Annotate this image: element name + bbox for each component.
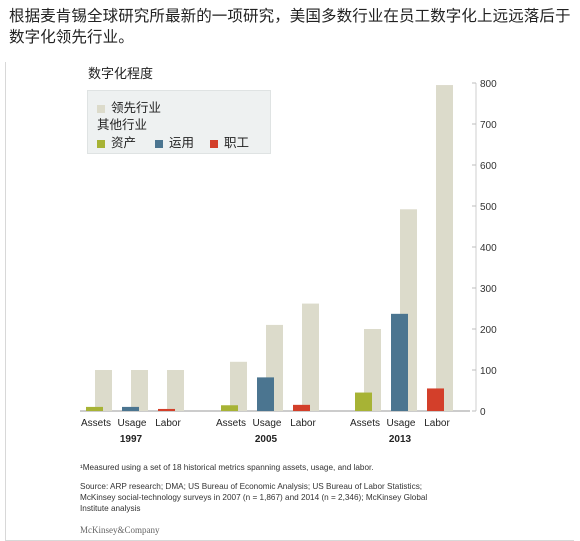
legend-item-leader: 领先行业 xyxy=(97,97,161,116)
x-tick-label: Labor xyxy=(290,418,316,429)
bar-leader xyxy=(364,329,381,411)
y-tick-label: 200 xyxy=(480,325,497,336)
headline: 根据麦肯锡全球研究所最新的一项研究，美国多数行业在员工数字化上远远落后于数字化领… xyxy=(9,7,571,46)
legend-leader-label: 领先行业 xyxy=(111,100,162,115)
x-tick-label: Labor xyxy=(424,418,450,429)
legend-item-usage: 运用 xyxy=(155,132,194,151)
y-tick-label: 800 xyxy=(480,79,497,90)
source-line-1: Source: ARP research; DMA; US Bureau of … xyxy=(80,482,423,491)
y-tick-label: 0 xyxy=(480,407,486,418)
bar-usage xyxy=(122,406,139,411)
group-label: 2005 xyxy=(255,434,278,445)
y-tick-label: 300 xyxy=(480,284,497,295)
bar-usage xyxy=(257,377,274,411)
bar-leader xyxy=(230,361,247,411)
bar-leader xyxy=(95,370,112,411)
x-tick-label: Usage xyxy=(253,418,282,429)
y-tick-label: 100 xyxy=(480,366,497,377)
bar-leader xyxy=(167,370,184,411)
legend-usage-label: 运用 xyxy=(169,135,195,150)
bar-leader xyxy=(302,303,319,411)
x-tick-label: Assets xyxy=(350,418,380,429)
group-label: 1997 xyxy=(120,434,143,445)
x-tick-label: Usage xyxy=(387,418,416,429)
labor-swatch xyxy=(210,139,218,148)
legend-labor-label: 职工 xyxy=(224,135,250,150)
legend-assets-label: 资产 xyxy=(111,135,137,150)
bar-labor xyxy=(427,388,444,411)
bar-leader xyxy=(436,85,453,412)
y-tick-label: 600 xyxy=(480,161,497,172)
legend: 领先行业 其他行业 资产 运用 职工 xyxy=(87,90,271,154)
bar-assets xyxy=(221,405,238,411)
x-tick-label: Assets xyxy=(81,418,111,429)
legend-item-labor: 职工 xyxy=(210,132,249,151)
y-tick-label: 500 xyxy=(480,202,497,213)
x-tick-label: Labor xyxy=(155,418,181,429)
x-tick-label: Assets xyxy=(216,418,246,429)
bar-usage xyxy=(391,313,408,411)
footnote: ¹Measured using a set of 18 historical m… xyxy=(80,463,374,472)
assets-swatch xyxy=(97,139,105,148)
legend-item-assets: 资产 xyxy=(97,132,136,151)
legend-others-heading: 其他行业 xyxy=(97,117,148,132)
y-tick-label: 400 xyxy=(480,243,497,254)
usage-swatch xyxy=(155,139,163,148)
bar-labor xyxy=(293,404,310,411)
group-label: 2013 xyxy=(389,434,412,445)
chart-title: 数字化程度 xyxy=(88,67,154,82)
bar-assets xyxy=(86,406,103,411)
bar-leader xyxy=(131,370,148,411)
bar-assets xyxy=(355,392,372,411)
y-tick-label: 700 xyxy=(480,120,497,131)
bar-labor xyxy=(158,408,175,411)
x-tick-label: Usage xyxy=(118,418,147,429)
mckinsey-logo: McKinsey&Company xyxy=(80,525,160,535)
source-line-3: Institute analysis xyxy=(80,504,141,513)
leader-swatch xyxy=(97,104,105,113)
source-line-2: McKinsey social-technology surveys in 20… xyxy=(80,493,428,502)
